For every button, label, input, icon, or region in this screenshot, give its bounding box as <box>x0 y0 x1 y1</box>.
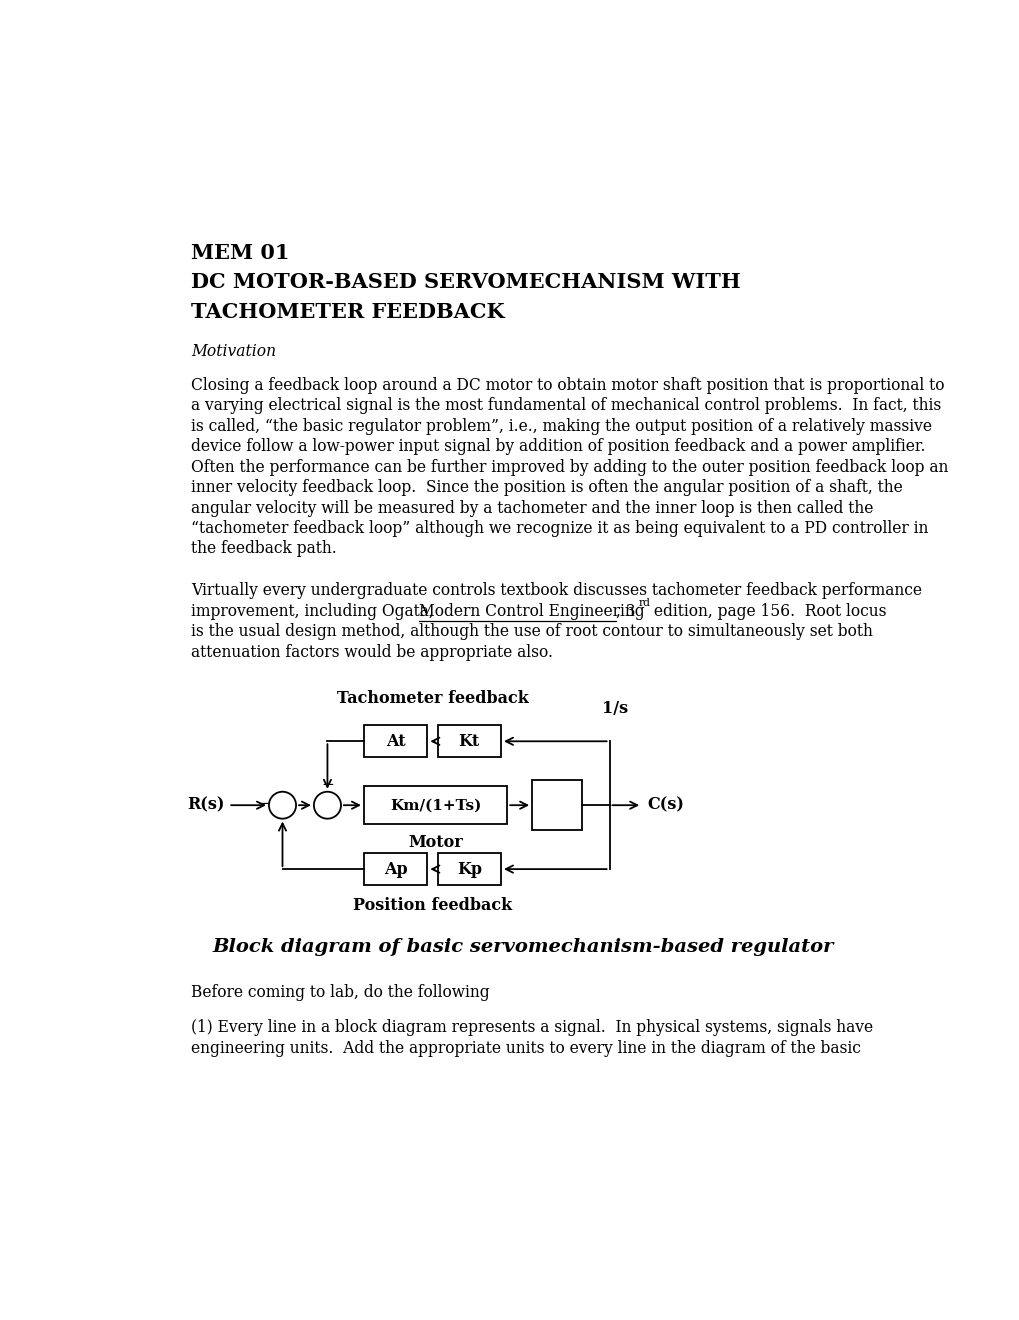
Text: rd: rd <box>639 598 650 609</box>
Text: Tachometer feedback: Tachometer feedback <box>336 689 528 706</box>
Text: is called, “the basic regulator problem”, i.e., making the output position of a : is called, “the basic regulator problem”… <box>191 418 931 434</box>
Text: (1) Every line in a block diagram represents a signal.  In physical systems, sig: (1) Every line in a block diagram repres… <box>191 1019 872 1036</box>
Bar <box>437 853 500 886</box>
Bar <box>364 725 427 758</box>
Text: 1/s: 1/s <box>601 700 628 717</box>
Text: TACHOMETER FEEDBACK: TACHOMETER FEEDBACK <box>191 302 504 322</box>
Text: engineering units.  Add the appropriate units to every line in the diagram of th: engineering units. Add the appropriate u… <box>191 1040 860 1057</box>
Text: Motivation: Motivation <box>191 343 276 360</box>
Text: is the usual design method, although the use of root contour to simultaneously s: is the usual design method, although the… <box>191 623 872 640</box>
Text: attenuation factors would be appropriate also.: attenuation factors would be appropriate… <box>191 644 552 660</box>
Text: , 3: , 3 <box>615 603 635 619</box>
Text: Kt: Kt <box>459 733 479 750</box>
Text: device follow a low-power input signal by addition of position feedback and a po: device follow a low-power input signal b… <box>191 438 924 455</box>
Bar <box>437 725 500 758</box>
Text: edition, page 156.  Root locus: edition, page 156. Root locus <box>649 603 887 619</box>
Text: angular velocity will be measured by a tachometer and the inner loop is then cal: angular velocity will be measured by a t… <box>191 499 872 516</box>
Text: Closing a feedback loop around a DC motor to obtain motor shaft position that is: Closing a feedback loop around a DC moto… <box>191 378 944 395</box>
Text: −: − <box>321 779 333 792</box>
Text: inner velocity feedback loop.  Since the position is often the angular position : inner velocity feedback loop. Since the … <box>191 479 902 496</box>
Text: At: At <box>385 733 406 750</box>
Text: Virtually every undergraduate controls textbook discusses tachometer feedback pe: Virtually every undergraduate controls t… <box>191 582 921 599</box>
Bar <box>364 853 427 886</box>
Text: “tachometer feedback loop” although we recognize it as being equivalent to a PD : “tachometer feedback loop” although we r… <box>191 520 927 537</box>
Text: DC MOTOR-BASED SERVOMECHANISM WITH: DC MOTOR-BASED SERVOMECHANISM WITH <box>191 272 740 292</box>
Text: Kp: Kp <box>457 861 481 878</box>
Text: Modern Control Engineering: Modern Control Engineering <box>419 603 644 619</box>
Text: C(s): C(s) <box>647 797 684 813</box>
Text: Block diagram of basic servomechanism-based regulator: Block diagram of basic servomechanism-ba… <box>212 937 833 956</box>
Bar <box>364 785 506 825</box>
Text: improvement, including Ogata,: improvement, including Ogata, <box>191 603 438 619</box>
Text: Often the performance can be further improved by adding to the outer position fe: Often the performance can be further imp… <box>191 459 948 475</box>
Text: a varying electrical signal is the most fundamental of mechanical control proble: a varying electrical signal is the most … <box>191 397 941 414</box>
Bar <box>532 780 582 830</box>
Text: −: − <box>258 797 270 810</box>
Text: R(s): R(s) <box>186 797 224 813</box>
Text: the feedback path.: the feedback path. <box>191 540 336 557</box>
Text: MEM 01: MEM 01 <box>191 243 289 263</box>
Text: Motor: Motor <box>408 834 463 850</box>
Text: Position feedback: Position feedback <box>353 896 512 913</box>
Text: Ap: Ap <box>383 861 407 878</box>
Text: Km/(1+Ts): Km/(1+Ts) <box>389 799 481 812</box>
Text: Before coming to lab, do the following: Before coming to lab, do the following <box>191 983 489 1001</box>
